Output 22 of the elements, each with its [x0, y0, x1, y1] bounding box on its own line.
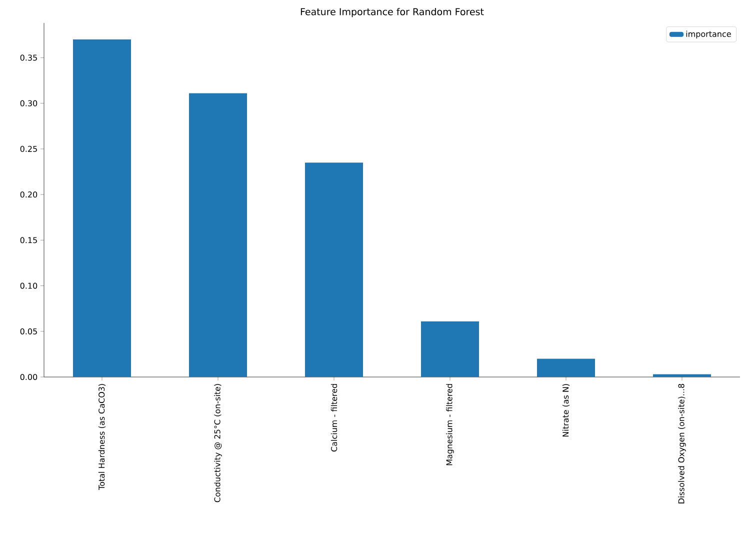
- x-tick-label: Total Hardness (as CaCO3): [98, 384, 106, 490]
- bar: [73, 39, 131, 377]
- chart-title: Feature Importance for Random Forest: [300, 8, 484, 18]
- bar: [421, 321, 479, 377]
- x-tick-label: Calcium - filtered: [330, 384, 338, 452]
- y-tick-label: 0.00: [20, 374, 38, 380]
- y-tick-label: 0.25: [20, 146, 37, 152]
- bar: [305, 162, 363, 377]
- y-tick-label: 0.20: [20, 191, 38, 198]
- y-tick-label: 0.35: [20, 54, 37, 61]
- y-tick-label: 0.30: [20, 100, 38, 106]
- x-tick-label: Nitrate (as N): [562, 384, 570, 437]
- x-tick-label: Dissolved Oxygen (on-site)...8: [678, 384, 686, 504]
- y-tick-label: 0.10: [20, 282, 38, 289]
- bar: [653, 374, 711, 377]
- y-tick-label: 0.05: [20, 328, 37, 334]
- bar: [537, 358, 595, 377]
- x-tick-label: Conductivity @ 25°C (on-site): [214, 384, 222, 502]
- bar: [189, 93, 247, 377]
- x-tick-label: Magnesium - filtered: [446, 384, 454, 466]
- y-tick-label: 0.15: [20, 237, 37, 244]
- legend-label: importance: [686, 30, 731, 38]
